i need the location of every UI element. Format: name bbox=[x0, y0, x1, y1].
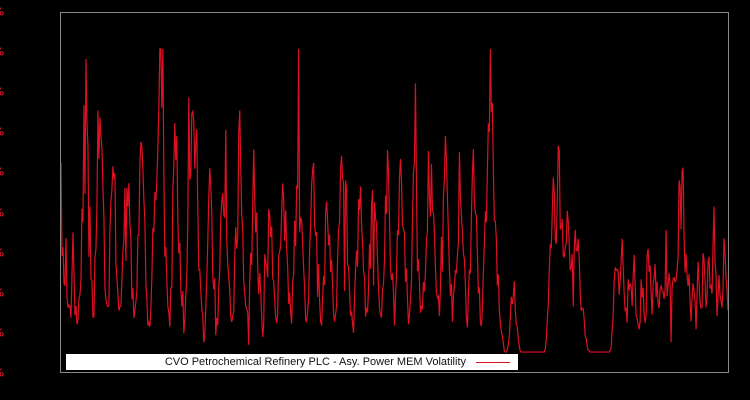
y-tick-label: 0% bbox=[0, 367, 4, 380]
y-tick-label: 40% bbox=[0, 286, 4, 299]
y-axis: 0% 20% 40% 60% 80% 100% 120% 140% 160% 180% bbox=[0, 0, 60, 400]
y-tick-label: 80% bbox=[0, 206, 4, 219]
y-tick-label: 180% bbox=[0, 6, 4, 19]
y-tick-label: 20% bbox=[0, 326, 4, 339]
legend-label: CVO Petrochemical Refinery PLC - Asy. Po… bbox=[164, 356, 466, 368]
y-tick-label: 60% bbox=[0, 246, 4, 259]
chart-legend: CVO Petrochemical Refinery PLC - Asy. Po… bbox=[66, 354, 518, 370]
y-tick-label: 160% bbox=[0, 46, 4, 59]
y-tick-label: 100% bbox=[0, 166, 4, 179]
series-line-chart bbox=[61, 48, 728, 353]
plot-area bbox=[60, 12, 729, 373]
volatility-series-line bbox=[61, 48, 728, 353]
y-tick-label: 120% bbox=[0, 126, 4, 139]
y-tick-label: 140% bbox=[0, 86, 4, 99]
legend-line-sample-icon bbox=[476, 361, 510, 363]
